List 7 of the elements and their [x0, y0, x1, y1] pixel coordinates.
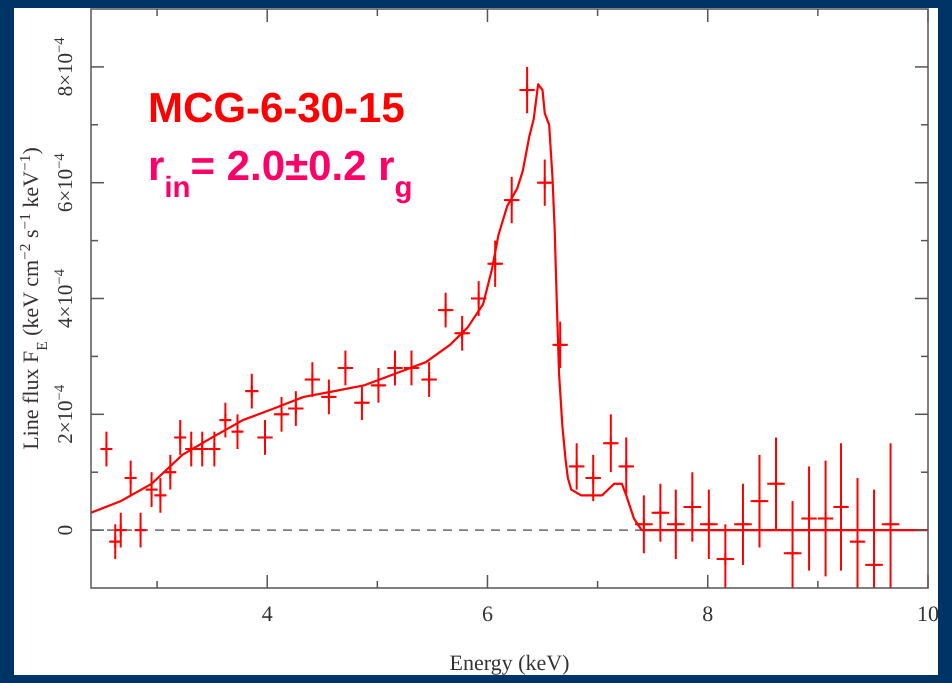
- x-tick-label: 8: [702, 601, 714, 626]
- x-axis-title: Energy (keV): [450, 650, 570, 675]
- x-tick-label: 6: [482, 601, 493, 626]
- y-tick-label: 0: [53, 524, 77, 536]
- annotation: r$_{in}$= 2.0±0.2 r$_{g}$: [148, 142, 412, 204]
- x-tick-label: 4: [262, 601, 273, 626]
- annotation: MCG-6-30-15: [148, 84, 405, 131]
